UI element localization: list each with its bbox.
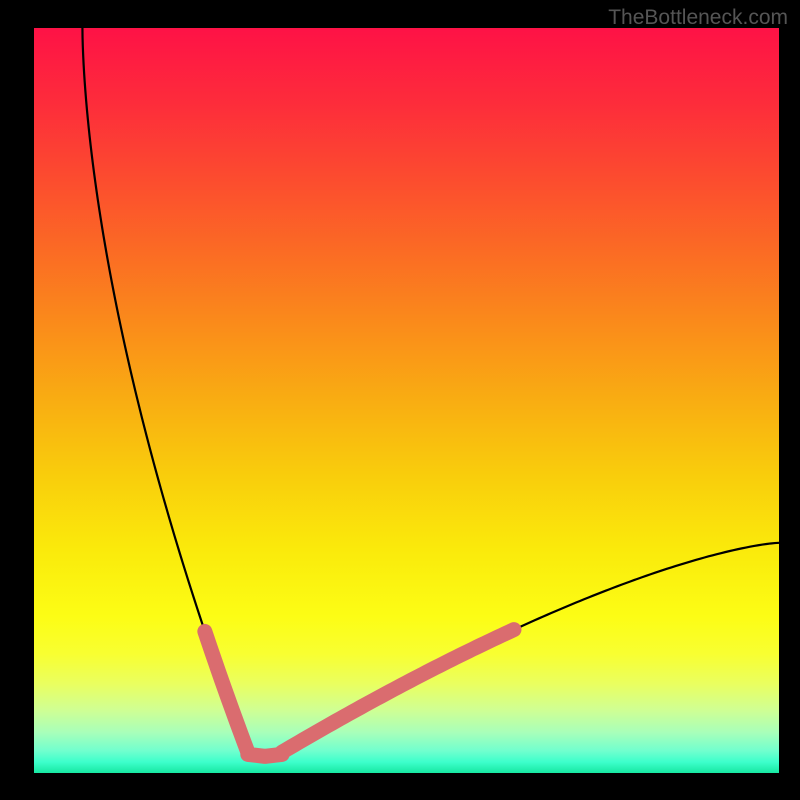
- watermark-text: TheBottleneck.com: [608, 6, 788, 30]
- plot-area: [34, 28, 779, 773]
- chart-canvas: TheBottleneck.com: [0, 0, 800, 800]
